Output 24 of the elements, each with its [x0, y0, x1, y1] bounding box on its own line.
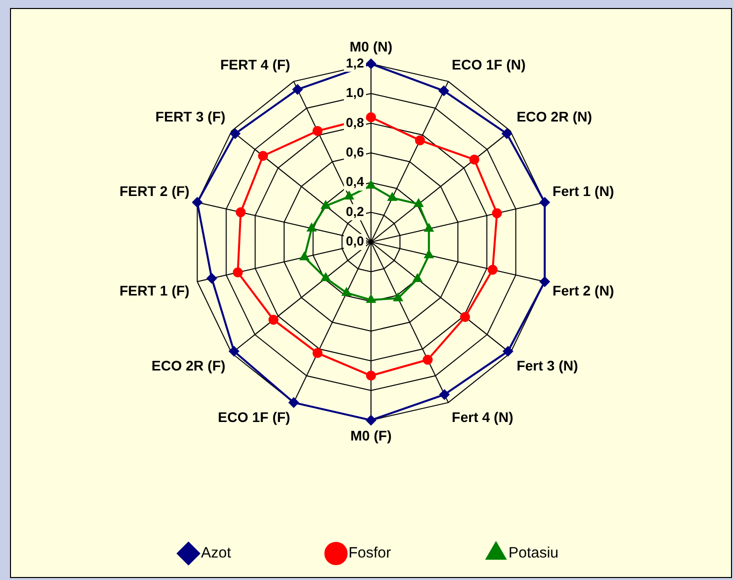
y-tick-label: 0,0 — [346, 234, 364, 249]
spoke-label: M0 (N) — [350, 38, 392, 54]
spoke-label: Fert 4 (N) — [452, 409, 514, 426]
spoke-label: Fert 2 (N) — [552, 282, 614, 299]
spoke-label: M0 (F) — [350, 427, 392, 444]
spoke-label: ECO 2R (N) — [516, 108, 592, 124]
spoke-label: FERT 3 (F) — [155, 108, 226, 124]
spoke-label: ECO 1F (F) — [218, 409, 290, 426]
spoke-label: FERT 2 (F) — [119, 183, 190, 200]
spoke-label: FERT 4 (F) — [220, 56, 290, 73]
spoke-label: ECO 1F (N) — [452, 56, 526, 73]
legend-label: Fosfor — [348, 544, 391, 562]
spoke-label: Fert 3 (N) — [516, 357, 578, 374]
y-tick-label: 0,4 — [346, 174, 365, 190]
y-tick-label: 1,2 — [346, 55, 364, 70]
legend-label: Potasiu — [508, 544, 559, 562]
spoke-label: ECO 2R (F) — [152, 357, 226, 374]
spoke-label: FERT 1 (F) — [119, 282, 190, 299]
y-tick-label: 0,8 — [346, 114, 364, 130]
y-tick-label: 0,6 — [346, 144, 364, 160]
legend-label: Azot — [200, 544, 232, 562]
y-tick-label: 1,0 — [346, 85, 364, 100]
y-tick-label: 0,2 — [346, 204, 364, 219]
spoke-label: Fert 1 (N) — [552, 183, 614, 200]
